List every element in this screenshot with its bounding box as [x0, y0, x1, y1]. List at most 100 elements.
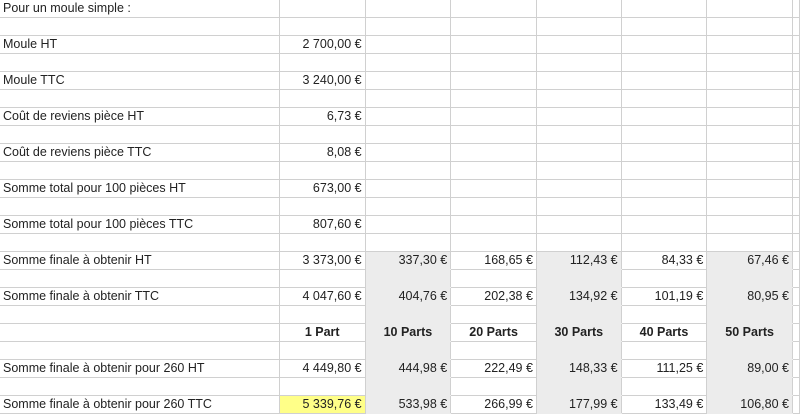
value-cell[interactable] — [279, 305, 366, 324]
value-cell[interactable] — [620, 215, 708, 234]
value-cell[interactable] — [450, 215, 537, 234]
row-label-cell[interactable] — [0, 305, 280, 324]
value-cell[interactable] — [620, 107, 708, 126]
value-cell[interactable] — [792, 287, 800, 306]
value-cell[interactable] — [536, 107, 622, 126]
value-cell[interactable] — [279, 233, 366, 252]
value-cell[interactable] — [365, 215, 452, 234]
value-cell[interactable] — [365, 71, 452, 90]
value-cell[interactable] — [365, 35, 452, 54]
value-cell[interactable] — [365, 89, 452, 108]
row-label-cell[interactable]: Coût de reviens pièce TTC — [0, 143, 280, 162]
row-label-cell[interactable] — [0, 377, 280, 396]
value-cell[interactable]: 266,99 € — [450, 395, 537, 414]
column-header-cell[interactable]: 40 Parts — [620, 323, 708, 342]
row-label-cell[interactable]: Moule HT — [0, 35, 280, 54]
row-label-cell[interactable] — [0, 233, 280, 252]
value-cell[interactable]: 101,19 € — [620, 287, 708, 306]
value-cell[interactable] — [279, 161, 366, 180]
value-cell[interactable] — [706, 179, 793, 198]
value-cell[interactable] — [279, 17, 366, 36]
column-header-cell[interactable]: 1 Part — [279, 323, 366, 342]
value-cell[interactable] — [706, 53, 793, 72]
value-cell[interactable]: 3 240,00 € — [279, 71, 366, 90]
value-cell[interactable] — [706, 125, 793, 144]
value-cell[interactable] — [450, 197, 537, 216]
value-cell[interactable] — [450, 71, 537, 90]
value-cell[interactable] — [792, 179, 800, 198]
value-cell[interactable] — [365, 341, 452, 360]
value-cell[interactable] — [706, 269, 793, 288]
value-cell[interactable]: 4 449,80 € — [279, 359, 366, 378]
row-label-cell[interactable] — [0, 125, 280, 144]
value-cell[interactable] — [620, 17, 708, 36]
row-label-cell[interactable]: Somme total pour 100 pièces HT — [0, 179, 280, 198]
value-cell[interactable] — [792, 89, 800, 108]
value-cell[interactable] — [620, 125, 708, 144]
value-cell[interactable] — [706, 71, 793, 90]
value-cell[interactable] — [450, 269, 537, 288]
value-cell[interactable] — [620, 233, 708, 252]
value-cell[interactable]: 5 339,76 € — [279, 395, 366, 414]
value-cell[interactable] — [792, 71, 800, 90]
value-cell[interactable] — [279, 53, 366, 72]
value-cell[interactable] — [706, 215, 793, 234]
column-header-cell[interactable]: 10 Parts — [365, 323, 452, 342]
value-cell[interactable] — [536, 125, 622, 144]
value-cell[interactable] — [706, 107, 793, 126]
value-cell[interactable] — [620, 71, 708, 90]
row-label-cell[interactable] — [0, 341, 280, 360]
value-cell[interactable]: 444,98 € — [365, 359, 452, 378]
value-cell[interactable] — [706, 197, 793, 216]
column-header-cell[interactable]: 30 Parts — [536, 323, 622, 342]
row-label-cell[interactable]: Somme finale à obtenir pour 260 TTC — [0, 395, 280, 414]
value-cell[interactable] — [536, 233, 622, 252]
value-cell[interactable] — [706, 35, 793, 54]
value-cell[interactable] — [792, 251, 800, 270]
row-label-cell[interactable] — [0, 269, 280, 288]
value-cell[interactable] — [450, 107, 537, 126]
value-cell[interactable] — [706, 0, 793, 18]
row-label-cell[interactable] — [0, 17, 280, 36]
value-cell[interactable] — [536, 0, 622, 18]
value-cell[interactable] — [792, 143, 800, 162]
value-cell[interactable] — [706, 305, 793, 324]
value-cell[interactable] — [279, 0, 366, 18]
value-cell[interactable] — [792, 341, 800, 360]
row-label-cell[interactable] — [0, 323, 280, 342]
value-cell[interactable] — [620, 179, 708, 198]
row-label-cell[interactable]: Moule TTC — [0, 71, 280, 90]
value-cell[interactable]: 222,49 € — [450, 359, 537, 378]
value-cell[interactable] — [450, 179, 537, 198]
value-cell[interactable] — [792, 17, 800, 36]
value-cell[interactable]: 84,33 € — [620, 251, 708, 270]
value-cell[interactable] — [792, 197, 800, 216]
value-cell[interactable] — [365, 305, 452, 324]
value-cell[interactable]: 148,33 € — [536, 359, 622, 378]
value-cell[interactable] — [365, 161, 452, 180]
value-cell[interactable] — [792, 35, 800, 54]
value-cell[interactable]: 111,25 € — [620, 359, 708, 378]
value-cell[interactable]: 168,65 € — [450, 251, 537, 270]
value-cell[interactable] — [279, 269, 366, 288]
value-cell[interactable]: 404,76 € — [365, 287, 452, 306]
value-cell[interactable] — [450, 0, 537, 18]
value-cell[interactable] — [279, 377, 366, 396]
value-cell[interactable]: 202,38 € — [450, 287, 537, 306]
value-cell[interactable] — [365, 107, 452, 126]
value-cell[interactable] — [450, 377, 537, 396]
value-cell[interactable] — [620, 197, 708, 216]
value-cell[interactable] — [279, 89, 366, 108]
value-cell[interactable] — [620, 53, 708, 72]
row-label-cell[interactable]: Pour un moule simple : — [0, 0, 280, 18]
value-cell[interactable] — [536, 341, 622, 360]
value-cell[interactable]: 177,99 € — [536, 395, 622, 414]
value-cell[interactable] — [706, 89, 793, 108]
column-header-cell[interactable]: 50 Parts — [706, 323, 793, 342]
value-cell[interactable] — [450, 305, 537, 324]
value-cell[interactable] — [792, 161, 800, 180]
value-cell[interactable] — [279, 125, 366, 144]
value-cell[interactable] — [620, 35, 708, 54]
value-cell[interactable] — [706, 17, 793, 36]
value-cell[interactable] — [792, 377, 800, 396]
